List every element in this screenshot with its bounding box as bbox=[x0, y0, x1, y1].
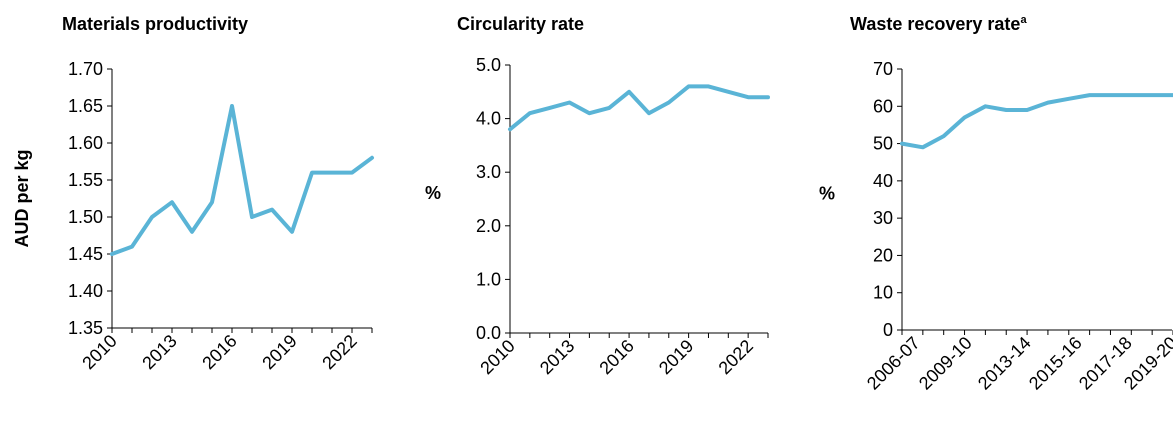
chart3-title-sup: a bbox=[1020, 14, 1027, 26]
chart3-y-tick-label: 70 bbox=[873, 59, 893, 79]
chart1-y-tick-label: 1.35 bbox=[68, 318, 103, 338]
chart2-y-axis-label: % bbox=[425, 183, 441, 203]
chart3-y-tick-label: 20 bbox=[873, 245, 893, 265]
chart3-y-tick-label: 50 bbox=[873, 134, 893, 154]
chart3-y-tick-label: 10 bbox=[873, 283, 893, 303]
chart2-y-tick-label: 5.0 bbox=[476, 55, 501, 75]
chart3-y-tick-label: 40 bbox=[873, 171, 893, 191]
chart1-y-tick-label: 1.65 bbox=[68, 96, 103, 116]
chart2-y-tick-label: 2.0 bbox=[476, 216, 501, 236]
chart3-x-tick-label: 2015-16 bbox=[1025, 333, 1086, 394]
chart3-x-tick-label: 2006-07 bbox=[863, 333, 924, 394]
chart2-y-tick-label: 3.0 bbox=[476, 162, 501, 182]
chart1-y-tick-label: 1.45 bbox=[68, 244, 103, 264]
chart1-x-tick-label: 2019 bbox=[258, 331, 300, 373]
chart3-y-tick-label: 0 bbox=[883, 320, 893, 340]
chart1-title: Materials productivity bbox=[62, 14, 249, 34]
chart2-y-tick-label: 4.0 bbox=[476, 109, 501, 129]
chart2-x-tick-label: 2019 bbox=[655, 336, 697, 378]
chart2-title: Circularity rate bbox=[457, 14, 585, 34]
chart3-y-axis-label: % bbox=[819, 184, 835, 204]
chart1-y-tick-label: 1.60 bbox=[68, 133, 103, 153]
chart1-y-axis-label: AUD per kg bbox=[12, 149, 32, 247]
chart1-x-tick-label: 2022 bbox=[318, 331, 360, 373]
chart2-x-tick-label: 2022 bbox=[715, 336, 757, 378]
chart1-y-tick-label: 1.40 bbox=[68, 281, 103, 301]
chart2-y-tick-label: 1.0 bbox=[476, 269, 501, 289]
chart1-y-tick-label: 1.50 bbox=[68, 207, 103, 227]
chart2-series-line bbox=[508, 84, 770, 132]
chart1-y-tick-label: 1.70 bbox=[68, 59, 103, 79]
chart2-x-tick-label: 2016 bbox=[595, 336, 637, 378]
chart1-x-tick-label: 2016 bbox=[198, 331, 240, 373]
chart2-x-tick-label: 2013 bbox=[536, 336, 578, 378]
chart3-title: Waste recovery ratea bbox=[850, 14, 1027, 34]
chart3-series-line bbox=[900, 93, 1173, 150]
chart3-x-tick-label: 2009-10 bbox=[915, 333, 976, 394]
chart1-series-line bbox=[110, 104, 374, 256]
chart1-x-tick-label: 2013 bbox=[138, 331, 180, 373]
chart1-y-tick-label: 1.55 bbox=[68, 170, 103, 190]
chart3-y-tick-label: 60 bbox=[873, 96, 893, 116]
chart3-y-tick-label: 30 bbox=[873, 208, 893, 228]
chart2-y-tick-label: 0.0 bbox=[476, 323, 501, 343]
chart3-x-tick-label: 2013-14 bbox=[974, 333, 1035, 394]
